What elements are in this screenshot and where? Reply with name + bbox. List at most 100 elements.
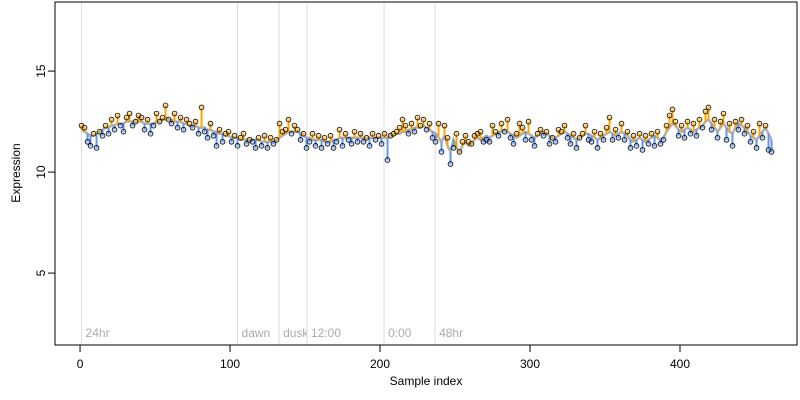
point: [669, 106, 676, 113]
point: [330, 145, 337, 151]
point: [492, 128, 499, 135]
point: [159, 114, 166, 121]
point: [549, 134, 556, 141]
point: [357, 130, 364, 137]
point: [153, 110, 160, 117]
point: [255, 134, 262, 141]
point: [243, 141, 250, 147]
point: [708, 126, 715, 133]
point: [348, 141, 355, 147]
point: [663, 122, 670, 129]
point: [261, 132, 268, 139]
point: [489, 122, 496, 129]
annotation-label: 12:00: [311, 326, 341, 340]
point: [213, 143, 220, 149]
point: [738, 116, 745, 123]
point: [198, 104, 205, 111]
point: [588, 138, 595, 145]
point: [606, 114, 613, 121]
point: [441, 122, 448, 129]
point: [408, 120, 415, 127]
point: [762, 122, 769, 129]
point: [318, 145, 325, 151]
point: [201, 128, 208, 135]
point: [351, 128, 358, 135]
point: [405, 130, 412, 137]
point: [636, 130, 643, 137]
point: [120, 128, 127, 135]
point: [102, 122, 109, 129]
point: [396, 124, 403, 131]
point: [447, 161, 454, 167]
point: [285, 116, 292, 123]
point: [429, 134, 436, 141]
point: [423, 126, 430, 133]
point: [477, 128, 484, 135]
point: [666, 112, 673, 119]
point: [756, 120, 763, 127]
point: [249, 138, 256, 145]
point: [411, 128, 418, 135]
point: [144, 116, 151, 123]
point: [219, 138, 226, 145]
y-tick-label: 10: [34, 165, 48, 179]
point: [645, 141, 652, 147]
point: [495, 132, 502, 139]
point: [111, 126, 118, 133]
point: [195, 130, 202, 137]
point: [693, 132, 700, 139]
point: [561, 122, 568, 129]
plot-frame: [54, 1, 798, 346]
point: [252, 145, 259, 151]
point: [228, 138, 235, 145]
point: [105, 130, 112, 137]
point: [156, 118, 163, 125]
point: [123, 114, 130, 121]
point: [216, 126, 223, 133]
point: [420, 116, 427, 123]
point: [657, 141, 664, 147]
point: [696, 116, 703, 123]
point: [189, 124, 196, 131]
point: [378, 141, 385, 147]
point: [174, 124, 181, 131]
point: [618, 120, 625, 127]
point: [210, 132, 217, 139]
point: [621, 136, 628, 143]
point: [528, 136, 535, 143]
point: [381, 130, 388, 137]
point: [108, 116, 115, 123]
point: [435, 120, 442, 127]
point: [552, 138, 559, 145]
point: [426, 120, 433, 127]
point: [99, 132, 106, 139]
point: [369, 130, 376, 137]
point: [570, 130, 577, 137]
point: [138, 114, 145, 121]
point: [714, 134, 721, 141]
point: [276, 120, 283, 127]
point: [366, 143, 373, 149]
point: [270, 141, 277, 147]
point: [303, 145, 310, 151]
point: [519, 124, 526, 131]
point: [183, 116, 190, 123]
point: [264, 145, 271, 151]
point: [639, 147, 646, 153]
point: [294, 126, 301, 133]
point: [234, 143, 241, 149]
point: [126, 110, 133, 117]
point: [513, 130, 520, 137]
point: [162, 102, 169, 109]
x-tick-label: 0: [77, 357, 84, 371]
point: [567, 141, 574, 147]
point: [684, 118, 691, 125]
point: [171, 110, 178, 117]
point: [522, 136, 529, 143]
point: [627, 145, 634, 151]
point: [414, 114, 421, 121]
point: [672, 118, 679, 125]
point: [534, 130, 541, 137]
point: [720, 110, 727, 117]
